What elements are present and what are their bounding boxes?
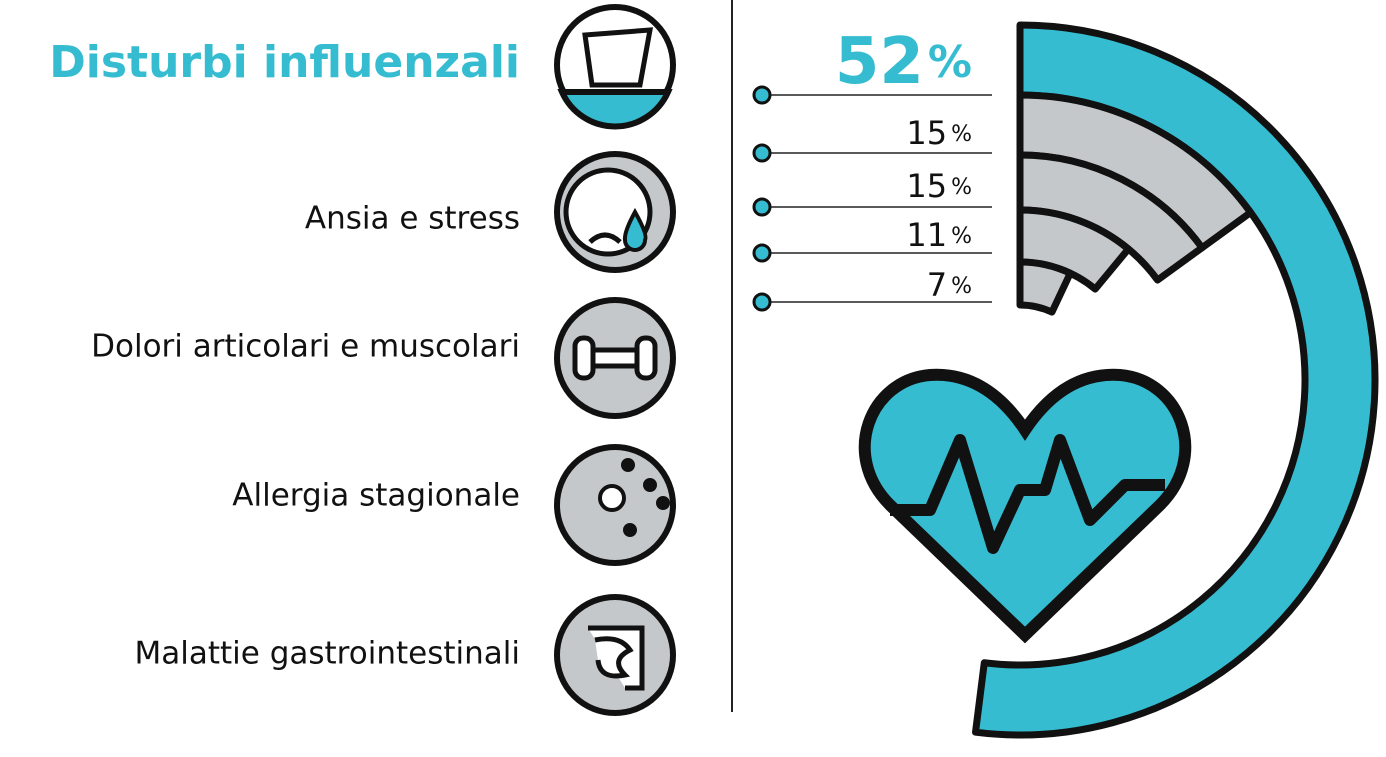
category-label: Dolori articolari e muscolari — [91, 329, 520, 365]
value-label: 52% — [835, 25, 972, 99]
value-label: 7% — [927, 266, 972, 304]
category-title: Disturbi influenzali — [49, 37, 520, 88]
leader-dot — [752, 197, 772, 217]
icons — [554, 4, 676, 716]
leader-dot — [752, 243, 772, 263]
icon-anxiety-tear — [622, 207, 648, 252]
leader-dot — [752, 85, 772, 105]
icon-allergy-dot — [623, 523, 637, 537]
icon-joints-weight — [634, 335, 658, 381]
value-label: 15% — [906, 114, 972, 152]
value-label: 15% — [906, 167, 972, 205]
icon-joints-bar — [590, 347, 640, 369]
radial-bar — [1016, 258, 1074, 316]
icon-flu-cup — [582, 27, 654, 88]
icon-allergy-pollen — [598, 484, 626, 512]
icon-anxiety-mouth — [588, 232, 622, 244]
icon-allergy-dot — [621, 458, 635, 472]
leader-dot — [752, 143, 772, 163]
value-label: 11% — [906, 216, 972, 254]
icon-flu-water — [557, 89, 673, 130]
icon-joints-weight — [572, 335, 596, 381]
icon-allergy-dot — [643, 478, 657, 492]
category-label: Allergia stagionale — [232, 478, 520, 514]
radial-bar — [972, 21, 1379, 739]
icon-gut-shape — [588, 625, 645, 691]
category-label: Malattie gastrointestinali — [135, 636, 521, 672]
icon-allergy-dot — [656, 496, 670, 510]
category-label: Ansia e stress — [305, 201, 520, 237]
leader-dot — [752, 292, 772, 312]
heart — [858, 368, 1192, 644]
